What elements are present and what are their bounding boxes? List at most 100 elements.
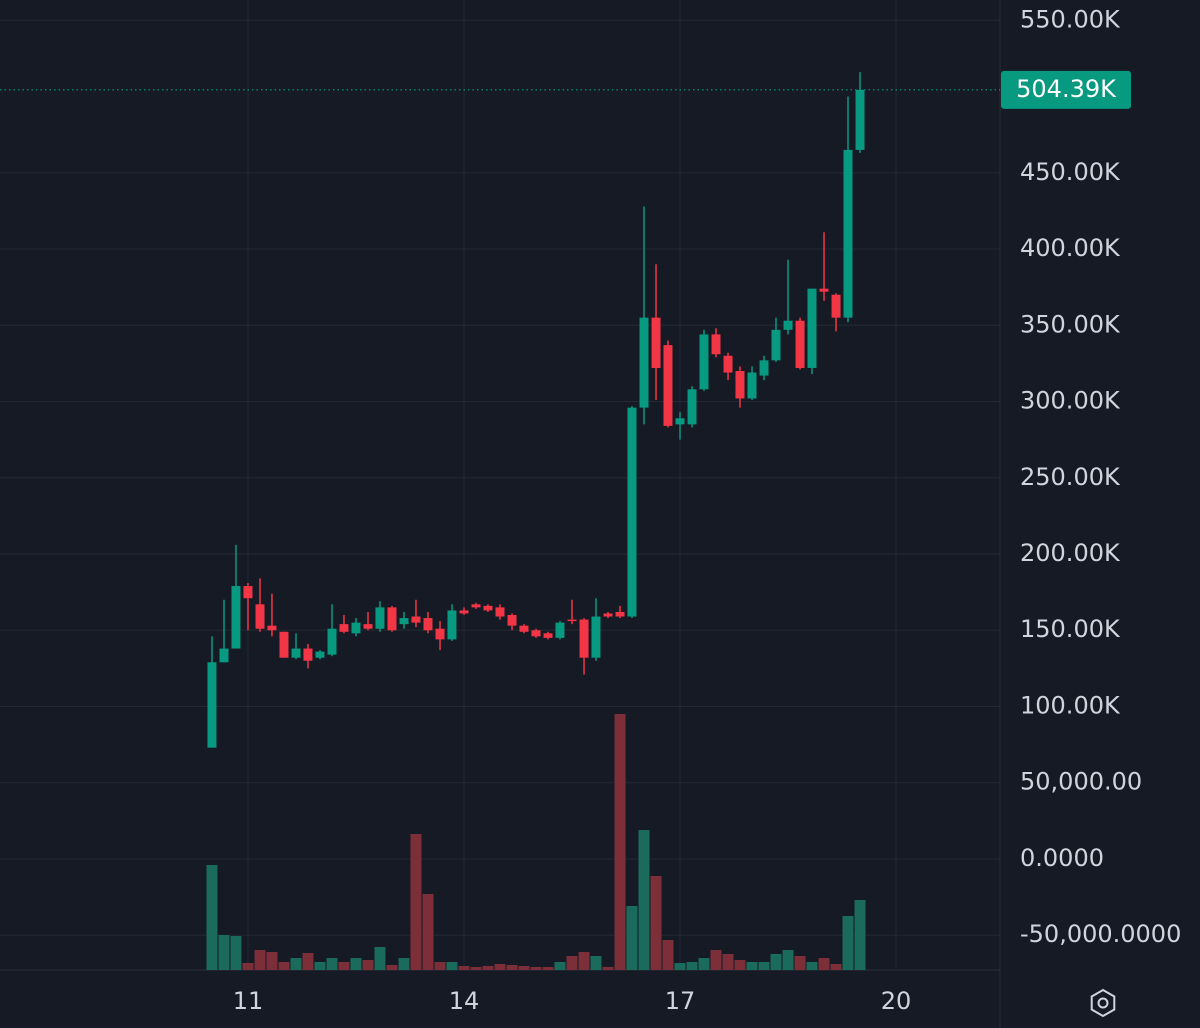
candle-body: [351, 622, 361, 634]
candle-body: [735, 371, 745, 399]
volume-bar: [650, 876, 662, 970]
candle-body: [771, 329, 781, 361]
volume-bar: [338, 962, 350, 970]
volume-bar: [542, 967, 554, 970]
volume-bar: [842, 916, 854, 970]
volume-bar: [614, 714, 626, 970]
volume-bar: [386, 965, 398, 970]
volume-bar: [494, 964, 506, 970]
y-tick-label: 250.00K: [1020, 463, 1121, 491]
candle-body: [579, 619, 589, 658]
settings-icon[interactable]: [1090, 988, 1116, 1018]
x-tick-label: 20: [881, 987, 912, 1015]
volume-bar: [782, 950, 794, 970]
x-tick-label: 14: [449, 987, 480, 1015]
volume-bar: [254, 950, 266, 970]
candle-body: [759, 360, 769, 376]
candle-body: [255, 604, 265, 629]
volume-bar: [770, 954, 782, 970]
y-tick-label: -50,000.0000: [1020, 920, 1181, 948]
volume-bar: [326, 958, 338, 970]
candle-body: [447, 610, 457, 640]
volume-bar: [818, 958, 830, 970]
x-tick-label: 17: [665, 987, 696, 1015]
volume-bar: [722, 954, 734, 970]
volume-bar: [746, 962, 758, 970]
volume-bar: [266, 952, 278, 970]
candle-body: [267, 625, 277, 631]
y-tick-label: 400.00K: [1020, 234, 1121, 262]
volume-bar: [662, 940, 674, 970]
volume-bar: [758, 962, 770, 970]
last-price-label: 504.39K: [1016, 75, 1117, 103]
candle-body: [639, 317, 649, 408]
volume-bar: [806, 962, 818, 970]
volume-bar: [674, 963, 686, 970]
volume-bar: [230, 936, 242, 970]
candle-body: [207, 662, 217, 748]
volume-bar: [566, 956, 578, 970]
volume-bar: [638, 830, 650, 970]
grid: [0, 0, 1000, 970]
candle-body: [699, 334, 709, 390]
candle-body: [747, 372, 757, 399]
candle-body: [279, 631, 289, 658]
volume-bar: [446, 962, 458, 970]
candle-body: [663, 345, 673, 426]
last-price-box: [1001, 70, 1131, 109]
volume-bar: [422, 894, 434, 970]
volume-bar: [686, 962, 698, 970]
volume-bar: [290, 958, 302, 970]
candle-body: [339, 624, 349, 632]
candle-body: [303, 648, 313, 661]
volume-bar: [830, 964, 842, 970]
y-tick-label: 100.00K: [1020, 691, 1121, 719]
candle-body: [483, 605, 493, 611]
candle-body: [543, 633, 553, 638]
volume-bar: [626, 906, 638, 970]
candle-body: [783, 320, 793, 330]
candle-body: [591, 616, 601, 658]
settings-dot: [1097, 997, 1109, 1009]
candle-body: [315, 651, 325, 658]
x-tick-label: 11: [233, 987, 264, 1015]
y-tick-label: 350.00K: [1020, 310, 1121, 338]
volume-bar: [578, 952, 590, 970]
candle-body: [291, 648, 301, 658]
candle-body: [495, 607, 505, 617]
candle-body: [615, 611, 625, 617]
candle-body: [555, 622, 565, 638]
y-tick-label: 450.00K: [1020, 158, 1121, 186]
volume-bar: [794, 956, 806, 970]
candle-body: [627, 407, 637, 617]
candle-body: [471, 604, 481, 608]
y-tick-label: 50,000.00: [1020, 768, 1142, 796]
volume-bar: [350, 958, 362, 970]
candle-body: [843, 149, 853, 318]
volume-bar: [602, 967, 614, 970]
candle-body: [603, 613, 613, 617]
candle-body: [819, 288, 829, 292]
y-tick-label: 300.00K: [1020, 387, 1121, 415]
candle-body: [675, 418, 685, 425]
candle-body: [423, 618, 433, 631]
volume-bar: [374, 947, 386, 970]
volume-bar: [470, 967, 482, 970]
volume-bar: [506, 965, 518, 970]
volume-bar: [398, 958, 410, 970]
y-tick-label: 0.0000: [1020, 844, 1104, 872]
settings-hexagon: [1090, 988, 1116, 1018]
candle-body: [411, 616, 421, 623]
volume-bar: [710, 950, 722, 970]
volume-bar: [410, 834, 422, 970]
candle-body: [243, 586, 253, 599]
candle-body: [711, 334, 721, 355]
volume-bar: [434, 962, 446, 970]
volume-bar: [302, 953, 314, 970]
candle-body: [231, 586, 241, 649]
candle-body: [687, 389, 697, 425]
y-tick-label: 150.00K: [1020, 615, 1121, 643]
candle-body: [831, 294, 841, 318]
